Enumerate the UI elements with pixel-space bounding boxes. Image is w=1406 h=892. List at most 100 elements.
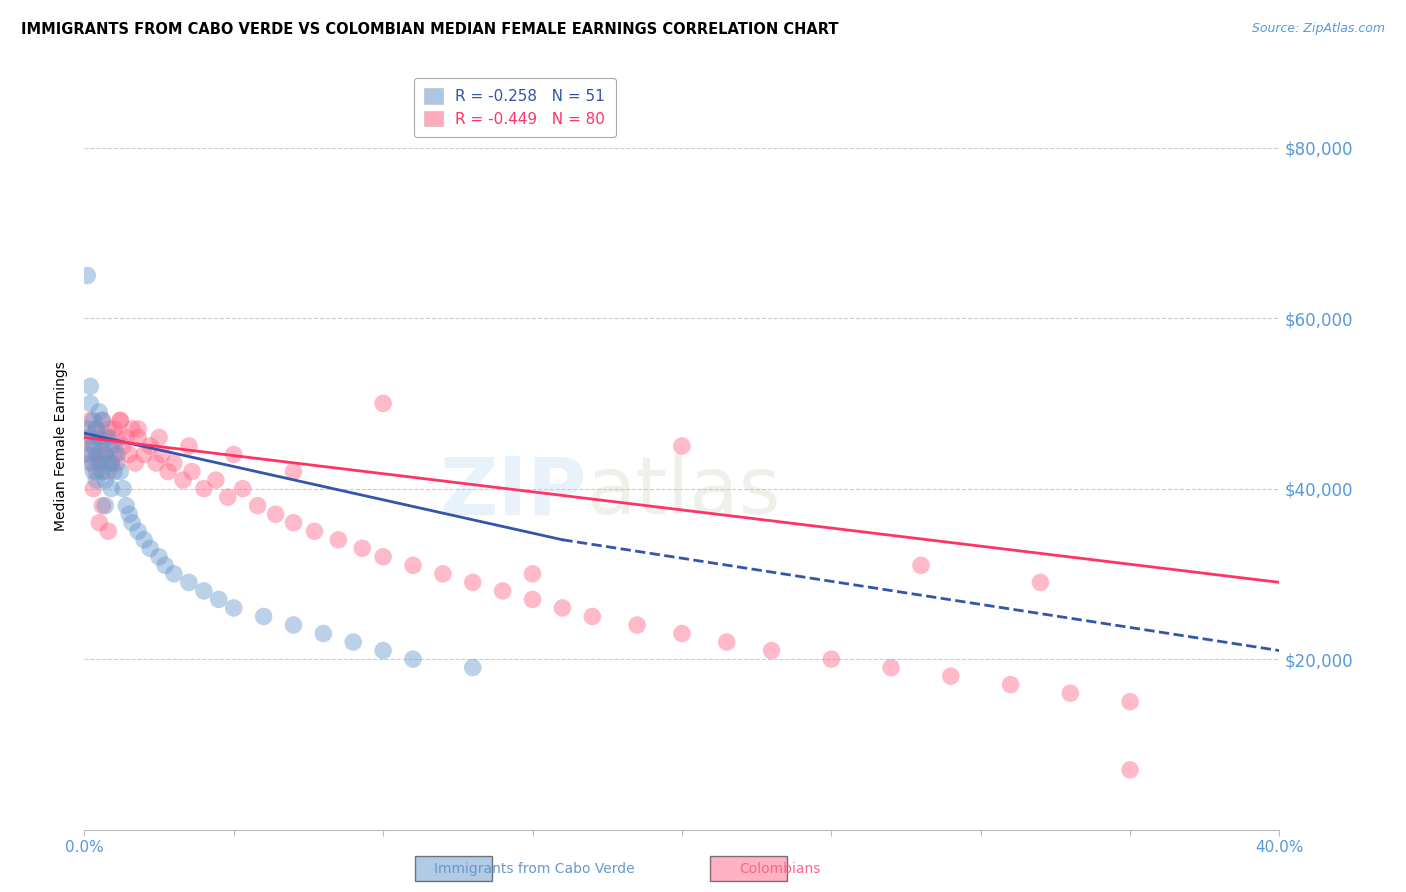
Point [402,558,425,573]
Point [1029,575,1052,590]
Point [103,465,125,479]
Point [89,430,111,444]
Point [461,575,484,590]
Point [246,499,269,513]
Point [222,448,245,462]
Point [82,413,104,427]
Point [910,558,932,573]
Point [671,626,693,640]
Point [522,592,544,607]
Point [110,465,132,479]
Point [312,626,335,640]
Point [150,448,173,462]
Point [880,660,903,674]
Text: atlas: atlas [586,453,780,531]
Point [94,430,117,444]
Point [328,533,350,547]
Point [217,490,239,504]
Point [76,268,98,283]
Point [1119,695,1142,709]
Point [91,456,114,470]
Point [118,507,141,521]
Point [100,482,122,496]
Text: ZIP: ZIP [439,453,586,531]
Point [100,456,122,470]
Point [153,558,176,573]
Point [157,465,180,479]
Point [163,566,186,581]
Point [283,618,305,632]
Point [492,583,515,598]
Point [939,669,962,683]
Point [97,422,120,436]
Point [76,430,98,444]
Point [115,499,138,513]
Point [551,601,574,615]
Point [127,430,149,444]
Y-axis label: Median Female Earnings: Median Female Earnings [55,361,69,531]
Point [626,618,648,632]
Point [76,422,98,436]
Point [79,448,101,462]
Point [105,456,128,470]
Point [105,448,128,462]
Point [139,541,162,556]
Point [94,473,117,487]
Text: Immigrants from Cabo Verde: Immigrants from Cabo Verde [434,862,634,876]
Legend: R = -0.258   N = 51, R = -0.449   N = 80: R = -0.258 N = 51, R = -0.449 N = 80 [413,78,616,137]
Point [110,413,132,427]
Point [145,456,167,470]
Point [82,439,104,453]
Point [148,430,170,444]
Point [352,541,374,556]
Point [86,422,108,436]
Text: IMMIGRANTS FROM CABO VERDE VS COLOMBIAN MEDIAN FEMALE EARNINGS CORRELATION CHART: IMMIGRANTS FROM CABO VERDE VS COLOMBIAN … [21,22,838,37]
Point [121,422,143,436]
Point [89,448,111,462]
Point [110,413,132,427]
Point [76,448,98,462]
Point [283,516,305,530]
Point [82,456,104,470]
Point [91,413,114,427]
Point [304,524,326,539]
Point [163,456,186,470]
Point [103,439,125,453]
Point [86,448,108,462]
Point [91,413,114,427]
Point [373,549,395,564]
Point [264,507,287,521]
Point [522,566,544,581]
Point [86,422,108,436]
Point [671,439,693,453]
Point [79,456,101,470]
Point [89,516,111,530]
Point [89,405,111,419]
Point [97,524,120,539]
Point [232,482,254,496]
Point [79,413,101,427]
Point [432,566,454,581]
Point [205,473,228,487]
Point [172,473,194,487]
Point [86,473,108,487]
Point [97,456,120,470]
Point [127,524,149,539]
Point [91,465,114,479]
Point [1059,686,1081,700]
Point [91,499,114,513]
Point [132,533,156,547]
Point [177,439,200,453]
Point [124,456,146,470]
Point [820,652,842,666]
Point [94,448,117,462]
Point [342,635,364,649]
Point [79,430,101,444]
Point [253,609,276,624]
Point [100,456,122,470]
Point [581,609,603,624]
Point [97,465,120,479]
Point [193,583,215,598]
Point [86,465,108,479]
Point [208,592,231,607]
